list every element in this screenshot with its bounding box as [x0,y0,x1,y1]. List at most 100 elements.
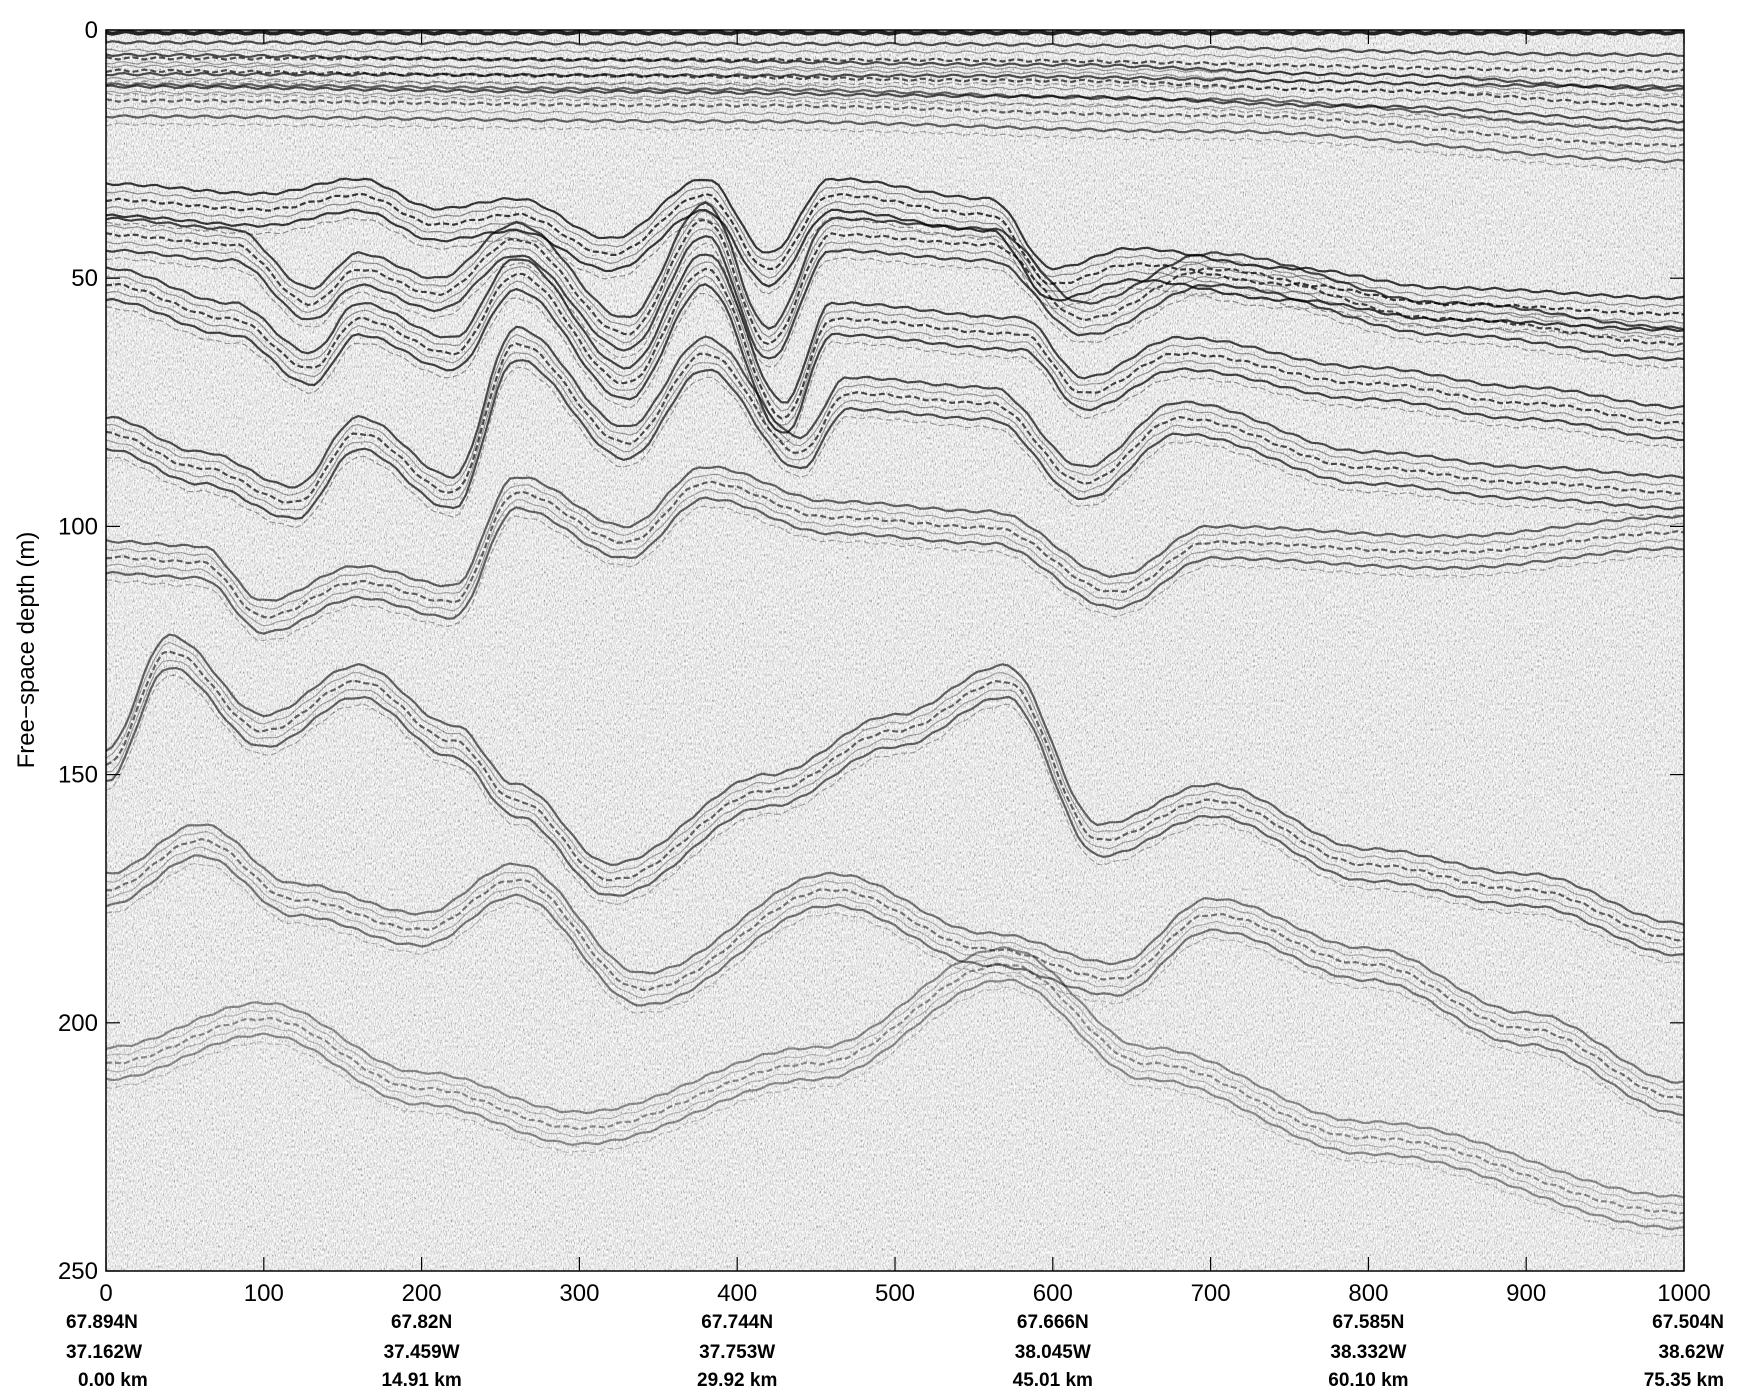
reflector-line [106,488,1684,627]
reflector-line [106,946,1684,1199]
y-tick-label: 200 [58,1010,98,1037]
location-label: 67.894N 37.162W 0.00 km [66,1312,148,1390]
x-tick-label: 400 [717,1280,757,1307]
reflector-line [106,641,1684,934]
x-axis: 0 100 200 300 400 500 600 700 800 900 1000 [99,30,1711,1307]
reflector-line [106,838,1684,1100]
reflector-line [106,342,1684,504]
x-tick-label: 0 [99,1280,112,1307]
reflector-line [106,253,1684,410]
location-lat: 67.744N [701,1312,773,1333]
y-tick-label: 100 [58,513,98,540]
reflector-line [106,986,1684,1238]
location-lat: 67.894N [66,1312,138,1333]
y-tick-label: 50 [71,265,98,292]
reflector-line [106,480,1684,619]
location-lon: 37.162W [66,1342,142,1363]
location-label: 67.504N 38.62W 75.35 km [1644,1312,1724,1390]
reflector-line [106,962,1684,1215]
location-lat: 67.504N [1652,1312,1724,1333]
location-label: 67.744N 37.753W 29.92 km [697,1312,777,1390]
reflector-layer [106,253,1684,449]
reflector-line [106,275,1684,433]
reflector-line [106,52,1684,92]
location-lon: 38.62W [1659,1342,1725,1363]
reflector-line [106,325,1684,489]
reflector-line [106,366,1684,529]
reflector-line [106,359,1684,520]
reflector-line [106,177,1684,301]
x-tick-label: 800 [1348,1280,1388,1307]
reflector-line [106,971,1684,1222]
reflector-line [106,978,1684,1231]
reflector-line [106,192,1684,316]
reflector-line [106,216,1684,340]
x-tick-label: 1000 [1657,1280,1710,1307]
reflector-line [106,68,1684,108]
reflector-line [106,650,1684,942]
reflector-line [106,71,1684,89]
reflector-line [106,98,1684,148]
reflector-line [106,48,1684,65]
reflector-line [106,228,1684,354]
reflector-line [106,333,1684,496]
reflector-line [106,201,1684,331]
reflector-line [106,823,1684,1084]
reflector-line [106,242,1684,369]
location-lat: 67.82N [391,1312,452,1333]
y-tick-label: 0 [85,17,98,44]
reflector-line [106,862,1684,1124]
reflector-line [106,659,1684,949]
reflector-line [106,267,1684,425]
reflector-line [106,496,1684,635]
reflector-line [106,473,1684,610]
reflector-line [106,76,1684,116]
reflector-layer [106,82,1684,171]
y-axis-label: Free−space depth (m) [13,532,40,769]
reflector-line [106,292,1684,449]
reflector-line [106,210,1684,338]
reflector-line [106,854,1684,1117]
reflector-line [106,633,1684,926]
reflector-line [106,208,1684,333]
location-lon: 37.753W [699,1342,775,1363]
y-tick-label: 250 [58,1258,98,1285]
reflector-line [106,106,1684,155]
reflector-layer [106,325,1684,529]
reflector-line [106,351,1684,511]
reflector-line [106,219,1684,346]
location-lon: 37.459W [384,1342,460,1363]
reflector-line [106,60,1684,100]
reflector-line [106,90,1684,140]
reflector-line [106,84,1684,124]
x-tick-label: 500 [875,1280,915,1307]
x-tick-label: 600 [1033,1280,1073,1307]
reflector-line [106,235,1684,362]
reflector-line [106,82,1684,132]
reflector-line [106,283,1684,442]
reflector-line [106,122,1684,171]
reflector-line [106,846,1684,1108]
location-labels: 67.894N 37.162W 0.00 km 67.82N 37.459W 14.91 … [66,1312,1724,1390]
location-dist: 60.10 km [1328,1370,1408,1390]
location-dist: 45.01 km [1013,1370,1093,1390]
reflector-layer [106,52,1684,131]
reflector-line [106,200,1684,324]
radargram-image [106,30,1684,1271]
reflector-layer [106,633,1684,964]
x-tick-label: 700 [1191,1280,1231,1307]
x-tick-label: 300 [559,1280,599,1307]
reflector-layer [106,201,1684,369]
reflector-line [106,674,1684,964]
reflector-line [106,505,1684,642]
reflector-line [106,666,1684,957]
reflector-layer [106,823,1684,1124]
location-lat: 67.666N [1017,1312,1089,1333]
x-tick-label: 200 [402,1280,442,1307]
reflector-line [106,185,1684,308]
reflector-line [106,261,1684,417]
reflector-layer [106,465,1684,642]
x-tick-label: 900 [1506,1280,1546,1307]
